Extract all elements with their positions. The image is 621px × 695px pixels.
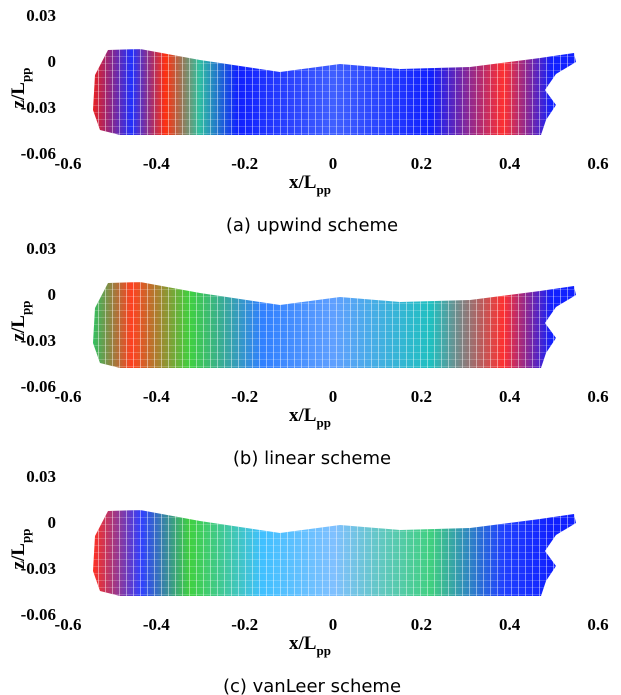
x-axis-label: x/Lpp bbox=[289, 633, 331, 658]
x-tick-label: 0 bbox=[329, 387, 338, 406]
y-axis-label-main: z/L bbox=[8, 82, 29, 108]
x-tick-label: -0.2 bbox=[231, 387, 258, 406]
hull-surface bbox=[93, 510, 576, 596]
x-tick-label: 0.4 bbox=[499, 387, 521, 406]
x-tick-label: 0.4 bbox=[499, 615, 521, 634]
x-tick-label: 0.2 bbox=[411, 154, 432, 173]
x-tick-label: -0.2 bbox=[231, 615, 258, 634]
x-tick-label: -0.4 bbox=[143, 154, 170, 173]
y-tick-label: -0.06 bbox=[21, 605, 56, 624]
y-tick-label: 0 bbox=[48, 513, 57, 532]
x-axis-label: x/Lpp bbox=[289, 405, 331, 430]
hull-mesh bbox=[93, 282, 576, 368]
x-axis-label-main: x/L bbox=[289, 405, 316, 426]
x-tick-label: 0 bbox=[329, 615, 338, 634]
x-tick-label: 0.2 bbox=[411, 615, 432, 634]
figure: 0.030-0.03-0.06-0.6-0.4-0.200.20.40.6x/L… bbox=[0, 0, 621, 695]
caption: (c) vanLeer scheme bbox=[223, 676, 401, 695]
x-tick-label: -0.6 bbox=[55, 615, 82, 634]
y-axis-label-sub: pp bbox=[18, 301, 33, 315]
y-tick-label: -0.06 bbox=[21, 377, 56, 396]
x-tick-label: 0.4 bbox=[499, 154, 521, 173]
y-axis-label-sub: pp bbox=[18, 529, 33, 543]
x-tick-label: 0.6 bbox=[587, 615, 608, 634]
y-axis-label-main: z/L bbox=[8, 315, 29, 341]
x-axis-label-sub: pp bbox=[316, 643, 330, 658]
y-tick-label: 0.03 bbox=[26, 467, 56, 486]
caption: (a) upwind scheme bbox=[226, 215, 398, 236]
caption: (b) linear scheme bbox=[233, 448, 391, 469]
y-tick-label: 0 bbox=[48, 285, 57, 304]
x-tick-label: 0.2 bbox=[411, 387, 432, 406]
hull-surface bbox=[93, 49, 576, 135]
x-tick-label: 0.6 bbox=[587, 154, 608, 173]
hull-mesh bbox=[93, 49, 576, 135]
hull-surface bbox=[93, 282, 576, 368]
x-axis-label-sub: pp bbox=[316, 182, 330, 197]
x-tick-label: -0.4 bbox=[143, 387, 170, 406]
x-tick-label: -0.6 bbox=[55, 154, 82, 173]
x-axis-label-sub: pp bbox=[316, 415, 330, 430]
x-tick-label: -0.6 bbox=[55, 387, 82, 406]
y-axis-label-sub: pp bbox=[18, 68, 33, 82]
y-tick-label: -0.06 bbox=[21, 144, 56, 163]
x-axis-label-main: x/L bbox=[289, 633, 316, 654]
x-tick-label: 0 bbox=[329, 154, 338, 173]
y-axis-label-main: z/L bbox=[8, 543, 29, 569]
y-tick-label: 0.03 bbox=[26, 6, 56, 25]
x-tick-label: -0.2 bbox=[231, 154, 258, 173]
x-axis-label: x/Lpp bbox=[289, 172, 331, 197]
x-tick-label: 0.6 bbox=[587, 387, 608, 406]
x-tick-label: -0.4 bbox=[143, 615, 170, 634]
page: 0.030-0.03-0.06-0.6-0.4-0.200.20.40.6x/L… bbox=[0, 0, 621, 695]
hull-mesh bbox=[93, 510, 576, 596]
x-axis-label-main: x/L bbox=[289, 172, 316, 193]
y-tick-label: 0.03 bbox=[26, 239, 56, 258]
y-tick-label: 0 bbox=[48, 52, 57, 71]
